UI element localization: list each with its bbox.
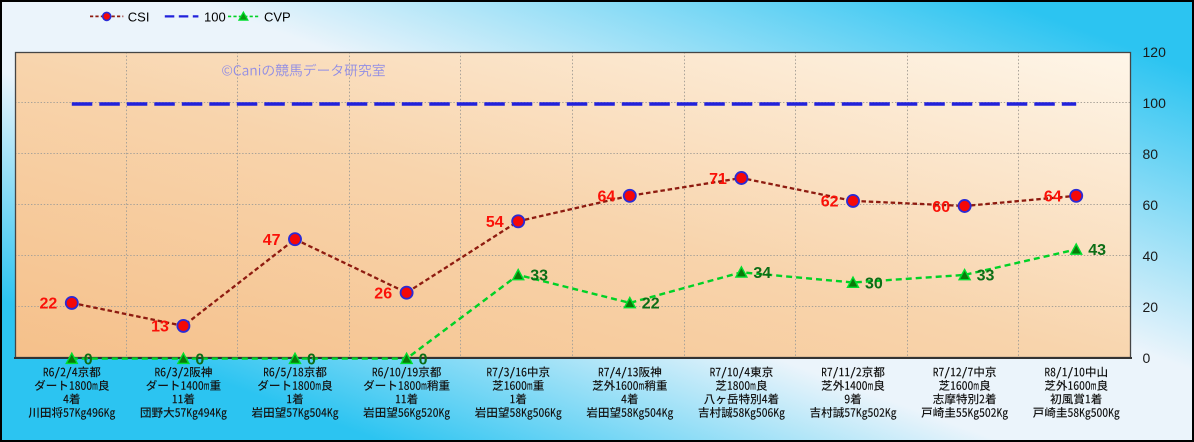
svg-text:CSI: CSI (128, 9, 150, 24)
svg-text:100: 100 (1143, 95, 1167, 111)
svg-text:43: 43 (1088, 242, 1106, 259)
svg-text:0: 0 (195, 351, 204, 368)
svg-text:CVP: CVP (264, 9, 291, 24)
svg-text:20: 20 (1143, 299, 1159, 315)
svg-text:30: 30 (865, 275, 883, 292)
svg-text:0: 0 (307, 351, 316, 368)
svg-text:47: 47 (263, 232, 281, 249)
svg-text:60: 60 (932, 199, 950, 216)
svg-text:22: 22 (40, 296, 58, 313)
svg-text:54: 54 (486, 214, 504, 231)
svg-text:64: 64 (598, 189, 616, 206)
svg-text:34: 34 (753, 265, 771, 282)
svg-text:40: 40 (1143, 248, 1159, 264)
svg-text:33: 33 (977, 268, 995, 285)
svg-text:80: 80 (1143, 146, 1159, 162)
svg-text:71: 71 (709, 171, 727, 188)
svg-text:26: 26 (374, 286, 392, 303)
svg-text:100: 100 (204, 9, 226, 24)
svg-text:62: 62 (821, 194, 839, 211)
svg-text:120: 120 (1143, 44, 1167, 60)
svg-text:0: 0 (419, 351, 428, 368)
svg-text:0: 0 (84, 351, 93, 368)
svg-text:60: 60 (1143, 197, 1159, 213)
svg-text:33: 33 (530, 268, 548, 285)
svg-text:0: 0 (1143, 350, 1151, 366)
svg-text:22: 22 (642, 296, 660, 313)
svg-text:64: 64 (1044, 189, 1062, 206)
svg-text:13: 13 (151, 319, 169, 336)
